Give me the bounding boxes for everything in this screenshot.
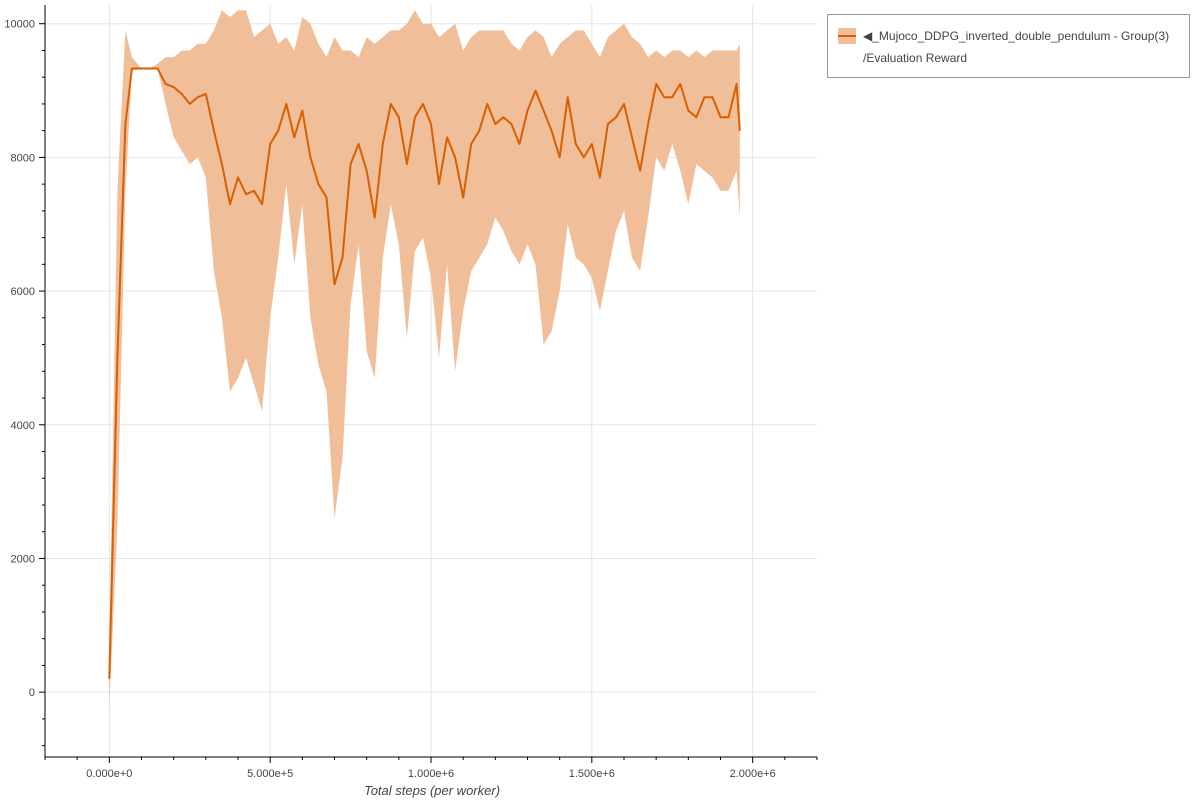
x-tick-label: 1.000e+6: [408, 768, 454, 780]
y-tick-label: 6000: [11, 286, 35, 298]
legend-entry-label-line2: /Evaluation Reward: [863, 51, 967, 65]
legend-box: [827, 14, 1190, 78]
x-tick-label: 5.000e+5: [247, 768, 293, 780]
axes: 0.000e+0 5.000e+5 1.000e+6 1.500e+6 2.000e+6…: [4, 5, 818, 780]
legend-entry-label: ◀_Mujoco_DDPG_inverted_double_pendulum -…: [863, 29, 1169, 43]
y-tick-label: 4000: [11, 420, 35, 432]
series-line: [108, 67, 741, 679]
y-tick-label: 0: [29, 687, 35, 699]
series-band: [109, 10, 740, 709]
y-tick-label: 2000: [11, 553, 35, 565]
x-tick-label: 0.000e+0: [86, 768, 132, 780]
x-tick-label: 1.500e+6: [569, 768, 615, 780]
legend[interactable]: ◀_Mujoco_DDPG_inverted_double_pendulum -…: [827, 14, 1190, 78]
y-tick-label: 8000: [11, 152, 35, 164]
x-tick-label: 2.000e+6: [730, 768, 776, 780]
x-axis-label: Total steps (per worker): [364, 783, 500, 798]
y-tick-label: 10000: [4, 19, 35, 31]
plot-area[interactable]: [108, 10, 741, 709]
